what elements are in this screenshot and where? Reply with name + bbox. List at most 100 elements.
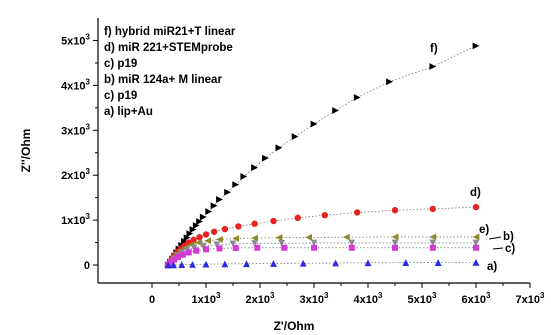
data-point [232,235,240,242]
data-point [185,249,192,256]
legend-entry: b) miR 124a+ M linear [104,74,222,86]
data-point [472,203,480,211]
data-point [235,223,242,230]
data-point [391,207,399,214]
data-point [275,234,283,242]
series-label: a) [487,261,497,273]
label-arrow [488,236,502,240]
data-point [281,244,288,251]
data-point [189,260,196,268]
data-point [348,239,356,247]
data-point [386,78,393,86]
legend-entry: c) p19 [104,58,137,70]
series-label: b) [503,231,514,243]
y-tick-label: 1x103 [61,212,90,227]
data-point [294,214,301,222]
data-point [192,222,200,229]
data-point [332,107,339,114]
x-axis-title: Z'/Ohm [274,319,315,333]
data-point [167,259,174,266]
data-point [332,259,339,267]
legend-entry: a) lip+Au [104,106,153,118]
x-tick-label: 7x103 [516,291,545,306]
data-point [472,42,480,50]
series-label: c) [505,243,515,255]
data-point [221,225,229,233]
legend-entry: c) p19 [104,90,137,102]
y-tick-label: 5x103 [61,32,90,47]
data-point [270,260,277,267]
data-point [205,208,213,215]
y-tick-label: 3x103 [61,122,90,137]
data-point [348,244,355,251]
data-point [232,244,239,251]
data-point [174,253,181,260]
data-point [310,239,318,247]
data-point [278,239,285,247]
data-point [199,242,207,250]
data-point [183,234,191,242]
series-label: e) [479,224,489,236]
data-point [232,181,240,189]
data-point [391,233,399,241]
x-tick-label: 5x103 [408,291,437,306]
data-point [199,213,207,221]
data-point [202,260,210,268]
data-point [224,188,231,196]
data-point [216,236,223,243]
data-point [305,234,312,241]
data-point [429,239,437,247]
x-tick-label: 3x103 [300,291,329,306]
data-point [179,251,186,258]
data-point [204,237,212,245]
data-point [189,226,197,233]
data-point [275,144,283,152]
data-point [164,261,172,269]
data-point [196,218,203,225]
data-point [181,237,188,245]
data-point [240,173,248,180]
data-point [472,258,480,266]
data-point [254,244,261,251]
data-point [429,244,436,251]
x-tick-label: 4x103 [354,291,383,306]
data-point [216,196,223,203]
data-point [402,259,410,266]
data-point [251,240,258,247]
data-point [251,220,258,227]
x-tick-label: 0 [149,294,155,306]
data-point [210,228,218,235]
data-point [429,233,437,241]
data-point [262,154,269,162]
data-point [216,245,223,252]
plot-area: 0 1x103 2x103 3x103 4x103 5x103 6x103 7x103 0 1x1… [19,18,545,333]
label-arrow [492,247,504,250]
data-point [391,239,399,247]
data-point [202,231,210,238]
data-point [229,240,237,248]
data-point [354,209,361,216]
data-point [221,260,229,268]
data-point [364,259,372,267]
data-point [243,260,250,268]
legend-entry: d) miR 221+STEMprobe [104,42,233,54]
x-tick-label: 2x103 [246,291,275,306]
data-point [170,261,177,269]
data-point [343,233,350,241]
data-point [321,211,328,219]
data-point [251,164,258,171]
data-point [310,120,318,128]
data-point [429,205,436,213]
legend-entry: f) hybrid miR21+T linear [104,26,236,38]
data-point [473,244,479,251]
data-point [472,239,480,247]
data-point [251,234,258,242]
data-point [190,236,197,244]
y-tick-label: 2x103 [61,167,90,182]
data-point [210,202,218,210]
data-point [270,217,277,225]
series-label: d) [470,187,481,199]
data-point [203,246,209,253]
data-point [195,239,202,246]
data-point [472,233,480,241]
